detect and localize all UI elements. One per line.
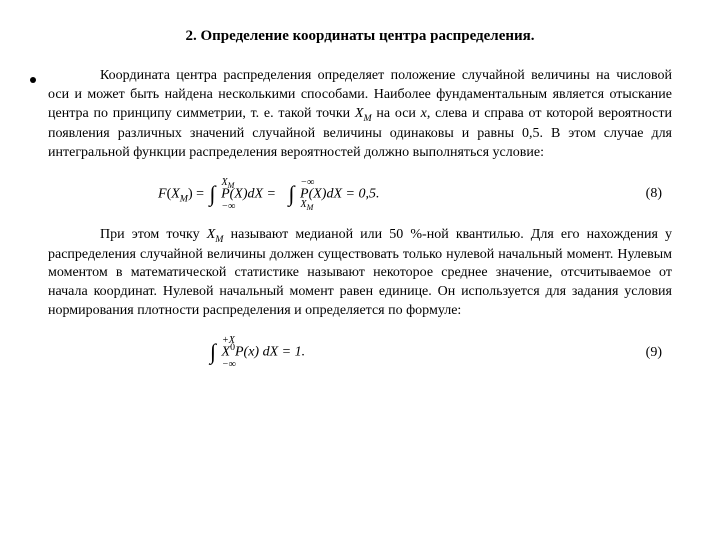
- equation-8-number: (8): [379, 186, 672, 202]
- eq8-int1: XM ∫ −∞: [210, 183, 216, 206]
- bullet-icon: [30, 77, 36, 83]
- paragraph-2: При этом точку XM называют медианой или …: [48, 226, 672, 322]
- paragraph-1: Координата центра распределения определя…: [48, 67, 672, 163]
- document-page: 2. Определение координаты центра распред…: [0, 0, 720, 540]
- eq8-int1-up-sub: M: [228, 181, 235, 190]
- eq8-X: X: [171, 186, 180, 201]
- eq8-Xsub: M: [180, 193, 188, 204]
- eq9-body-a: X: [222, 345, 231, 360]
- eq9-int-lo: −∞: [222, 359, 236, 370]
- equation-8-body: F(XM) = XM ∫ −∞ P(X)dX = −∞ ∫ XM P(X)dX …: [158, 183, 379, 206]
- integral-icon: ∫: [210, 183, 216, 205]
- eq8-int1-lo: −∞: [222, 201, 236, 212]
- integral-icon: ∫: [289, 183, 295, 205]
- eq8-close: ) =: [188, 186, 208, 201]
- p1-text-b: на оси: [372, 106, 421, 121]
- eq8-F: F: [158, 186, 167, 201]
- p2-xm: X: [207, 227, 216, 242]
- section-title: 2. Определение координаты центра распред…: [48, 28, 672, 45]
- eq8-int2-up: −∞: [301, 177, 315, 188]
- eq9-int: +X ∫ −∞: [210, 341, 216, 364]
- equation-9-number: (9): [305, 345, 672, 361]
- equation-8: F(XM) = XM ∫ −∞ P(X)dX = −∞ ∫ XM P(X)dX …: [48, 183, 672, 206]
- equation-9-body: +X ∫ −∞ X0P(x) dX = 1.: [208, 341, 305, 364]
- eq9-body-b: P(x) dX = 1.: [235, 345, 305, 360]
- p2-text-a: При этом точку: [100, 227, 207, 242]
- p1-xm-sub: M: [363, 113, 371, 124]
- eq8-int2-lo-sub: M: [307, 203, 314, 212]
- eq9-int-up: +X: [222, 335, 235, 346]
- eq8-int2: −∞ ∫ XM: [289, 183, 295, 206]
- equation-9: +X ∫ −∞ X0P(x) dX = 1. (9): [48, 341, 672, 364]
- integral-icon: ∫: [210, 341, 216, 363]
